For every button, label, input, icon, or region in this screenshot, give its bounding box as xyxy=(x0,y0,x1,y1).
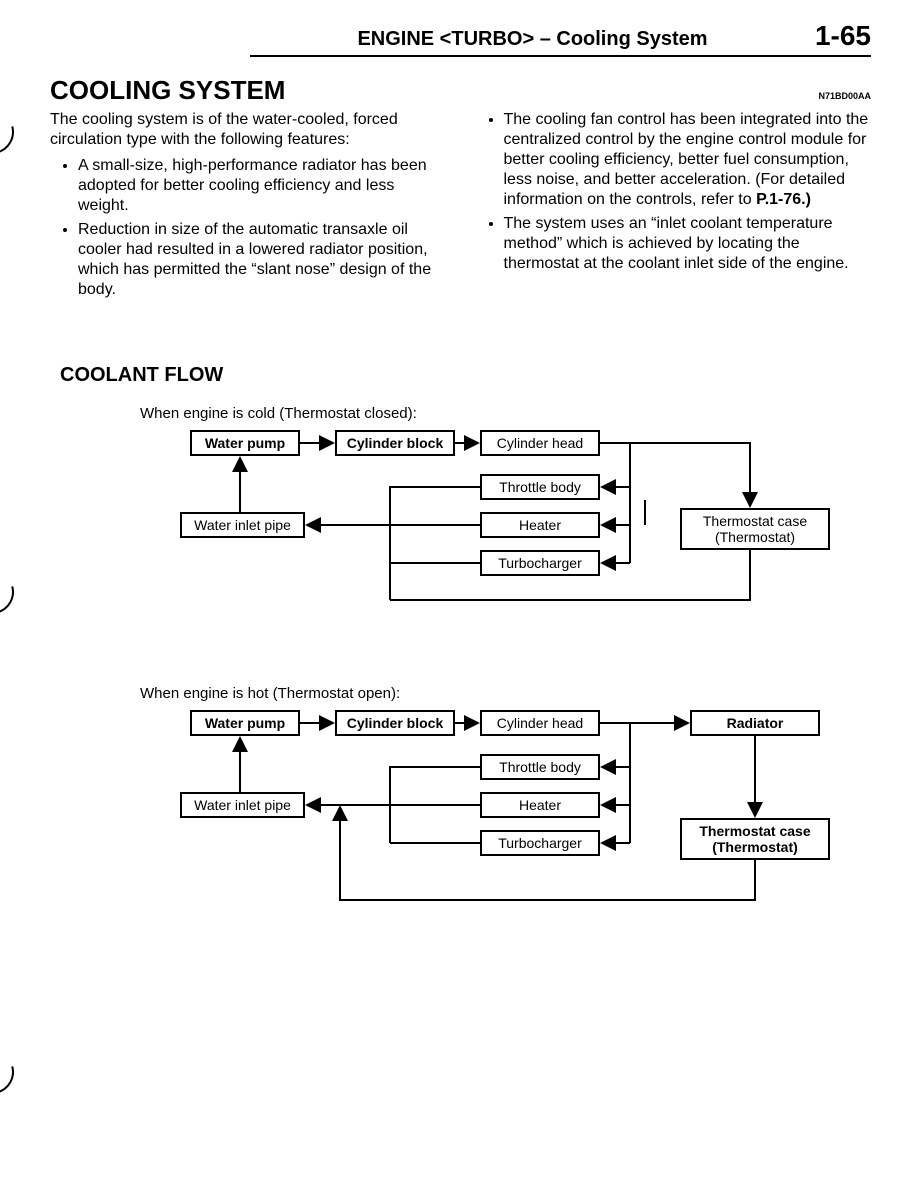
box-cylinder-head: Cylinder head xyxy=(480,430,600,456)
intro-left-col: The cooling system is of the water-coole… xyxy=(50,110,446,304)
section-code: N71BD00AA xyxy=(818,91,871,101)
intro-bullet: A small-size, high-performance radiator … xyxy=(78,156,446,216)
box-thermostat: Thermostat case (Thermostat) xyxy=(680,508,830,550)
intro-bullet: The cooling fan control has been integra… xyxy=(504,110,872,210)
box-turbocharger: Turbocharger xyxy=(480,550,600,576)
diagram-cold: Water pump Cylinder block Cylinder head … xyxy=(90,430,860,630)
binder-hole xyxy=(0,102,22,162)
intro-ref: P.1-76.) xyxy=(756,191,811,208)
binder-hole xyxy=(0,562,22,622)
intro-right-bullets: The cooling fan control has been integra… xyxy=(476,110,872,274)
box-turbocharger: Turbocharger xyxy=(480,830,600,856)
coolant-flow-heading: COOLANT FLOW xyxy=(60,364,871,387)
intro-columns: The cooling system is of the water-coole… xyxy=(50,110,871,304)
box-cylinder-head: Cylinder head xyxy=(480,710,600,736)
box-heater: Heater xyxy=(480,792,600,818)
section-title-row: COOLING SYSTEM N71BD00AA xyxy=(50,75,871,106)
page-header: ENGINE <TURBO> – Cooling System 1-65 xyxy=(250,20,871,57)
box-water-inlet-pipe: Water inlet pipe xyxy=(180,792,305,818)
box-cylinder-block: Cylinder block xyxy=(335,710,455,736)
intro-lead: The cooling system is of the water-coole… xyxy=(50,111,398,148)
intro-right-col: The cooling fan control has been integra… xyxy=(476,110,872,304)
page: ENGINE <TURBO> – Cooling System 1-65 COO… xyxy=(0,0,921,950)
page-number: 1-65 xyxy=(815,20,871,52)
box-throttle-body: Throttle body xyxy=(480,754,600,780)
box-water-pump: Water pump xyxy=(190,710,300,736)
box-water-pump: Water pump xyxy=(190,430,300,456)
box-thermostat: Thermostat case (Thermostat) xyxy=(680,818,830,860)
intro-bullet: The system uses an “inlet coolant temper… xyxy=(504,214,872,274)
box-heater: Heater xyxy=(480,512,600,538)
diagram1-caption: When engine is cold (Thermostat closed): xyxy=(140,405,871,422)
section-title: COOLING SYSTEM xyxy=(50,75,285,106)
binder-hole xyxy=(0,1042,22,1102)
box-throttle-body: Throttle body xyxy=(480,474,600,500)
intro-bullet: Reduction in size of the automatic trans… xyxy=(78,220,446,300)
header-title: ENGINE <TURBO> – Cooling System xyxy=(250,28,815,51)
diagram2-caption: When engine is hot (Thermostat open): xyxy=(140,685,871,702)
box-radiator: Radiator xyxy=(690,710,820,736)
box-water-inlet-pipe: Water inlet pipe xyxy=(180,512,305,538)
box-cylinder-block: Cylinder block xyxy=(335,430,455,456)
intro-left-bullets: A small-size, high-performance radiator … xyxy=(50,156,446,300)
diagram-hot: Water pump Cylinder block Cylinder head … xyxy=(90,710,860,930)
